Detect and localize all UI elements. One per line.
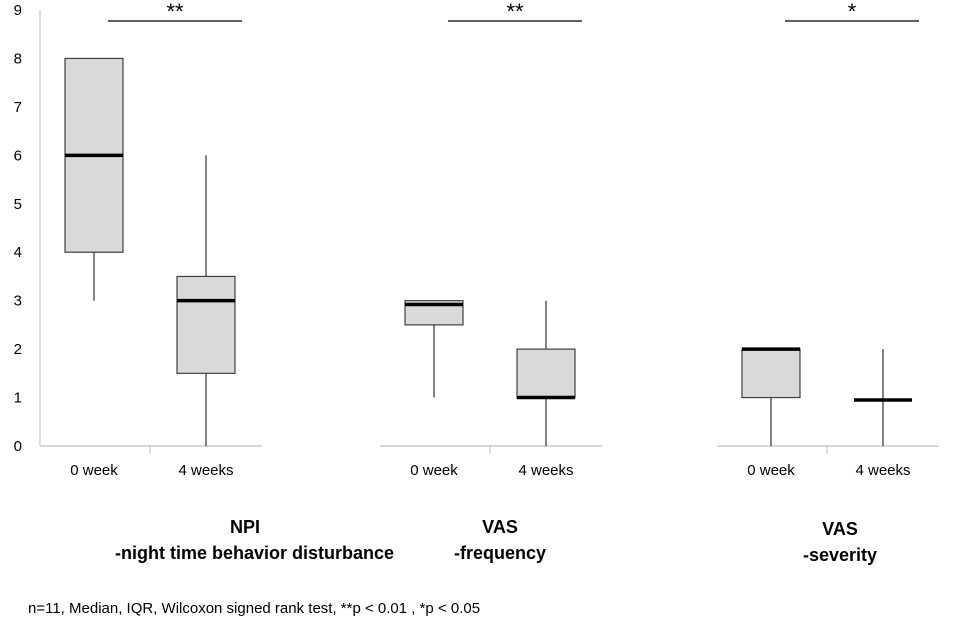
group-3-box-before-iqr bbox=[741, 348, 801, 399]
group-1-box-after-iqr bbox=[176, 275, 236, 374]
group-1-significance-label: ** bbox=[166, 0, 184, 24]
y-tick-label: 2 bbox=[14, 341, 22, 358]
group-2-box-after-category-label: 4 weeks bbox=[518, 462, 573, 479]
footnote: n=11, Median, IQR, Wilcoxon signed rank … bbox=[28, 600, 481, 617]
y-tick-label: 6 bbox=[14, 147, 22, 164]
group-label-vas-severity: VAS -severity bbox=[730, 516, 950, 568]
y-tick-label: 5 bbox=[14, 196, 22, 213]
group-2-box-after-iqr bbox=[516, 348, 576, 399]
group-3-box-after-category-label: 4 weeks bbox=[855, 462, 910, 479]
group-label-vas-severity-line1: VAS bbox=[822, 519, 858, 539]
y-tick-label: 1 bbox=[14, 390, 22, 407]
group-label-npi: NPI -night time behavior disturbance bbox=[115, 514, 395, 566]
y-tick-label: 9 bbox=[14, 2, 22, 19]
group-3-significance-label: * bbox=[848, 0, 857, 24]
group-label-npi-line2: -night time behavior disturbance bbox=[115, 543, 395, 563]
group-label-vas-frequency-line2: -frequency bbox=[453, 543, 547, 563]
y-tick-label: 7 bbox=[14, 99, 22, 116]
group-2-box-before-category-label: 0 week bbox=[410, 462, 458, 479]
y-tick-label: 0 bbox=[14, 438, 22, 455]
y-tick-label: 4 bbox=[14, 244, 22, 261]
y-tick-label: 3 bbox=[14, 293, 22, 310]
group-1-box-before-category-label: 0 week bbox=[70, 462, 118, 479]
group-label-vas-frequency: VAS -frequency bbox=[390, 514, 610, 566]
group-1-box-after-category-label: 4 weeks bbox=[178, 462, 233, 479]
group-3-box-before-category-label: 0 week bbox=[747, 462, 795, 479]
group-2-significance-label: ** bbox=[506, 0, 524, 24]
y-tick-label: 8 bbox=[14, 50, 22, 67]
group-label-vas-severity-line2: -severity bbox=[802, 545, 878, 565]
group-label-npi-line1: NPI bbox=[229, 517, 260, 537]
group-label-vas-frequency-line1: VAS bbox=[482, 517, 518, 537]
